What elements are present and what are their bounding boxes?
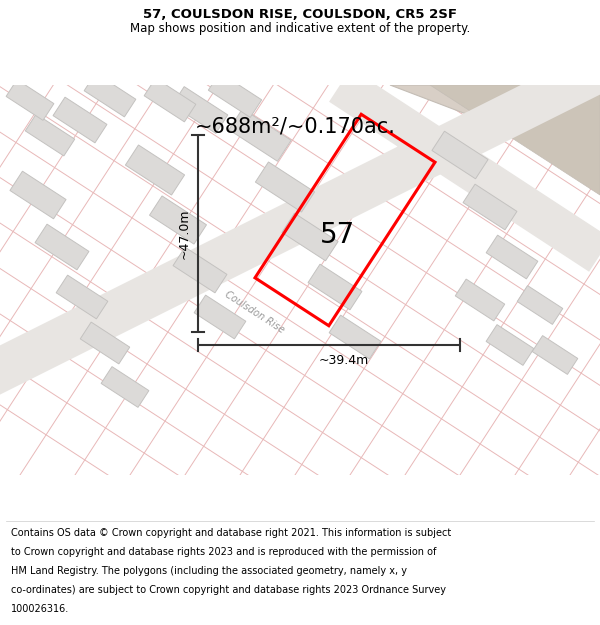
Polygon shape (173, 247, 227, 293)
Text: ~47.0m: ~47.0m (178, 208, 191, 259)
Polygon shape (229, 109, 291, 161)
Polygon shape (149, 196, 206, 244)
Polygon shape (486, 324, 534, 366)
Polygon shape (329, 68, 600, 272)
Polygon shape (80, 322, 130, 364)
Polygon shape (25, 114, 75, 156)
Text: 57: 57 (319, 221, 355, 249)
Polygon shape (208, 72, 262, 118)
Polygon shape (329, 315, 381, 359)
Polygon shape (0, 26, 600, 414)
Polygon shape (10, 171, 66, 219)
Polygon shape (308, 264, 362, 310)
Polygon shape (35, 224, 89, 270)
Text: co-ordinates) are subject to Crown copyright and database rights 2023 Ordnance S: co-ordinates) are subject to Crown copyr… (11, 585, 446, 595)
Polygon shape (517, 286, 563, 324)
Polygon shape (486, 235, 538, 279)
Text: Map shows position and indicative extent of the property.: Map shows position and indicative extent… (130, 22, 470, 35)
Polygon shape (194, 295, 246, 339)
Polygon shape (256, 162, 314, 212)
Polygon shape (455, 279, 505, 321)
Polygon shape (463, 184, 517, 230)
Text: Coulsdon Rise: Coulsdon Rise (223, 289, 287, 335)
Polygon shape (432, 131, 488, 179)
Text: Contains OS data © Crown copyright and database right 2021. This information is : Contains OS data © Crown copyright and d… (11, 528, 451, 538)
Text: 57, COULSDON RISE, COULSDON, CR5 2SF: 57, COULSDON RISE, COULSDON, CR5 2SF (143, 9, 457, 21)
Text: to Crown copyright and database rights 2023 and is reproduced with the permissio: to Crown copyright and database rights 2… (11, 547, 436, 557)
Polygon shape (125, 145, 185, 195)
Polygon shape (532, 336, 578, 374)
Polygon shape (172, 87, 228, 133)
Polygon shape (430, 85, 600, 195)
Polygon shape (101, 367, 149, 408)
Polygon shape (144, 78, 196, 122)
Text: HM Land Registry. The polygons (including the associated geometry, namely x, y: HM Land Registry. The polygons (includin… (11, 566, 407, 576)
Text: ~39.4m: ~39.4m (319, 354, 369, 367)
Polygon shape (282, 213, 338, 261)
Polygon shape (56, 275, 108, 319)
Polygon shape (84, 73, 136, 117)
Polygon shape (6, 79, 54, 121)
Text: 100026316.: 100026316. (11, 604, 69, 614)
Polygon shape (390, 85, 600, 165)
Polygon shape (53, 97, 107, 143)
Text: ~688m²/~0.170ac.: ~688m²/~0.170ac. (194, 117, 395, 137)
